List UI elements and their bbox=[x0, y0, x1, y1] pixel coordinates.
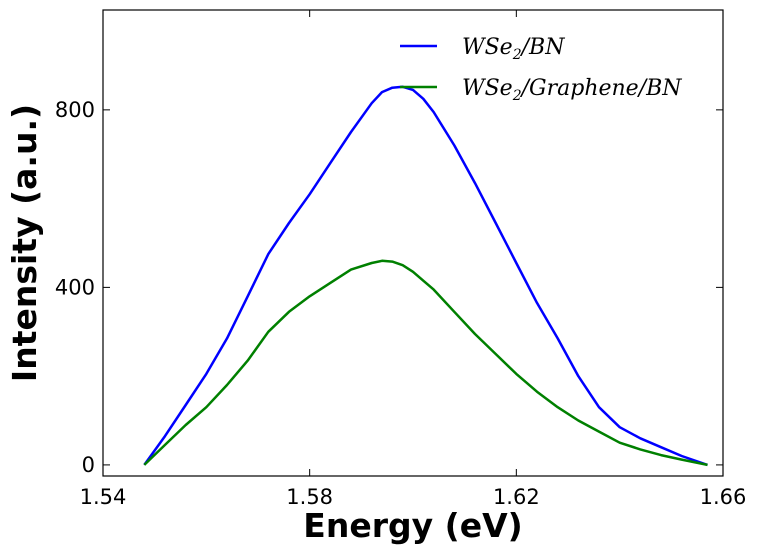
x-tick-label: 1.54 bbox=[80, 485, 127, 509]
series-line-1 bbox=[143, 85, 708, 467]
legend-label-1: WSe2/BN bbox=[462, 35, 565, 63]
legend: WSe2/BN WSe2/Graphene/BN bbox=[400, 35, 682, 104]
x-ticks: 1.54 1.58 1.62 1.66 bbox=[80, 10, 747, 509]
y-tick-label: 400 bbox=[55, 275, 95, 299]
plot-frame bbox=[102, 9, 724, 477]
x-tick-label: 1.58 bbox=[286, 485, 333, 509]
legend-label-2: WSe2/Graphene/BN bbox=[462, 76, 682, 104]
y-axis-title: Intensity (a.u.) bbox=[5, 104, 44, 382]
y-tick-label: 0 bbox=[82, 453, 95, 477]
y-ticks: 0 400 800 bbox=[55, 98, 723, 477]
x-tick-label: 1.62 bbox=[493, 485, 540, 509]
y-tick-label: 800 bbox=[55, 98, 95, 122]
series-line-2 bbox=[143, 259, 708, 467]
x-tick-label: 1.66 bbox=[700, 485, 747, 509]
series-layer bbox=[143, 85, 708, 467]
plot-area bbox=[102, 9, 724, 477]
x-axis-title: Energy (eV) bbox=[303, 506, 522, 545]
